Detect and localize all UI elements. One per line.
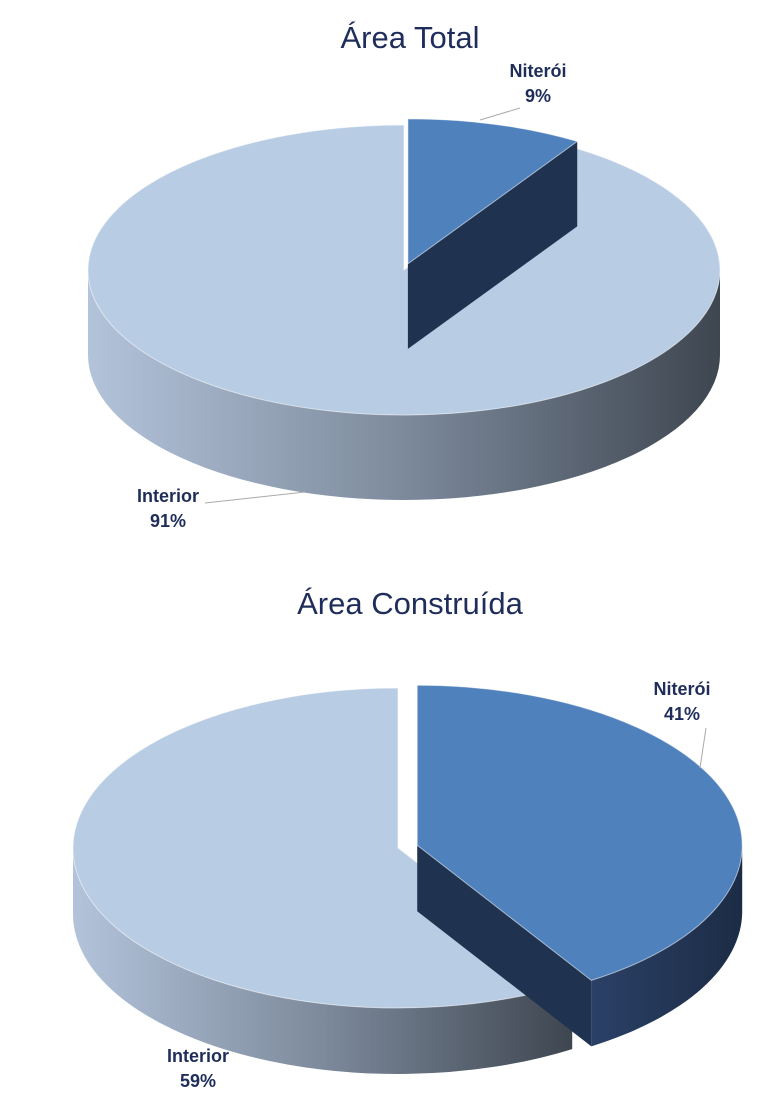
leader-line bbox=[699, 727, 707, 769]
pie-chart bbox=[72, 684, 743, 1074]
slice-name: Interior bbox=[137, 486, 199, 506]
chart-title: Área Total bbox=[340, 20, 479, 55]
slice-label: 91% bbox=[150, 511, 186, 531]
leader-line bbox=[204, 491, 306, 504]
slice-label: 59% bbox=[180, 1071, 216, 1091]
slice-name: Interior bbox=[167, 1046, 229, 1066]
chart-title: Área Construída bbox=[297, 586, 523, 621]
slice-wall bbox=[417, 845, 592, 1047]
slice-name: Niterói bbox=[653, 679, 710, 699]
slice bbox=[87, 124, 721, 416]
slice-label: 9% bbox=[525, 86, 551, 106]
leader-line bbox=[479, 107, 521, 121]
slice-side bbox=[591, 845, 743, 1047]
slice-side bbox=[88, 270, 720, 500]
slice-wall bbox=[407, 141, 578, 349]
slice-side bbox=[73, 848, 573, 1074]
slice-name: Niterói bbox=[509, 61, 566, 81]
slice bbox=[416, 684, 743, 981]
slice-label: 41% bbox=[664, 704, 700, 724]
slice bbox=[407, 118, 579, 265]
pie-chart bbox=[87, 118, 721, 500]
